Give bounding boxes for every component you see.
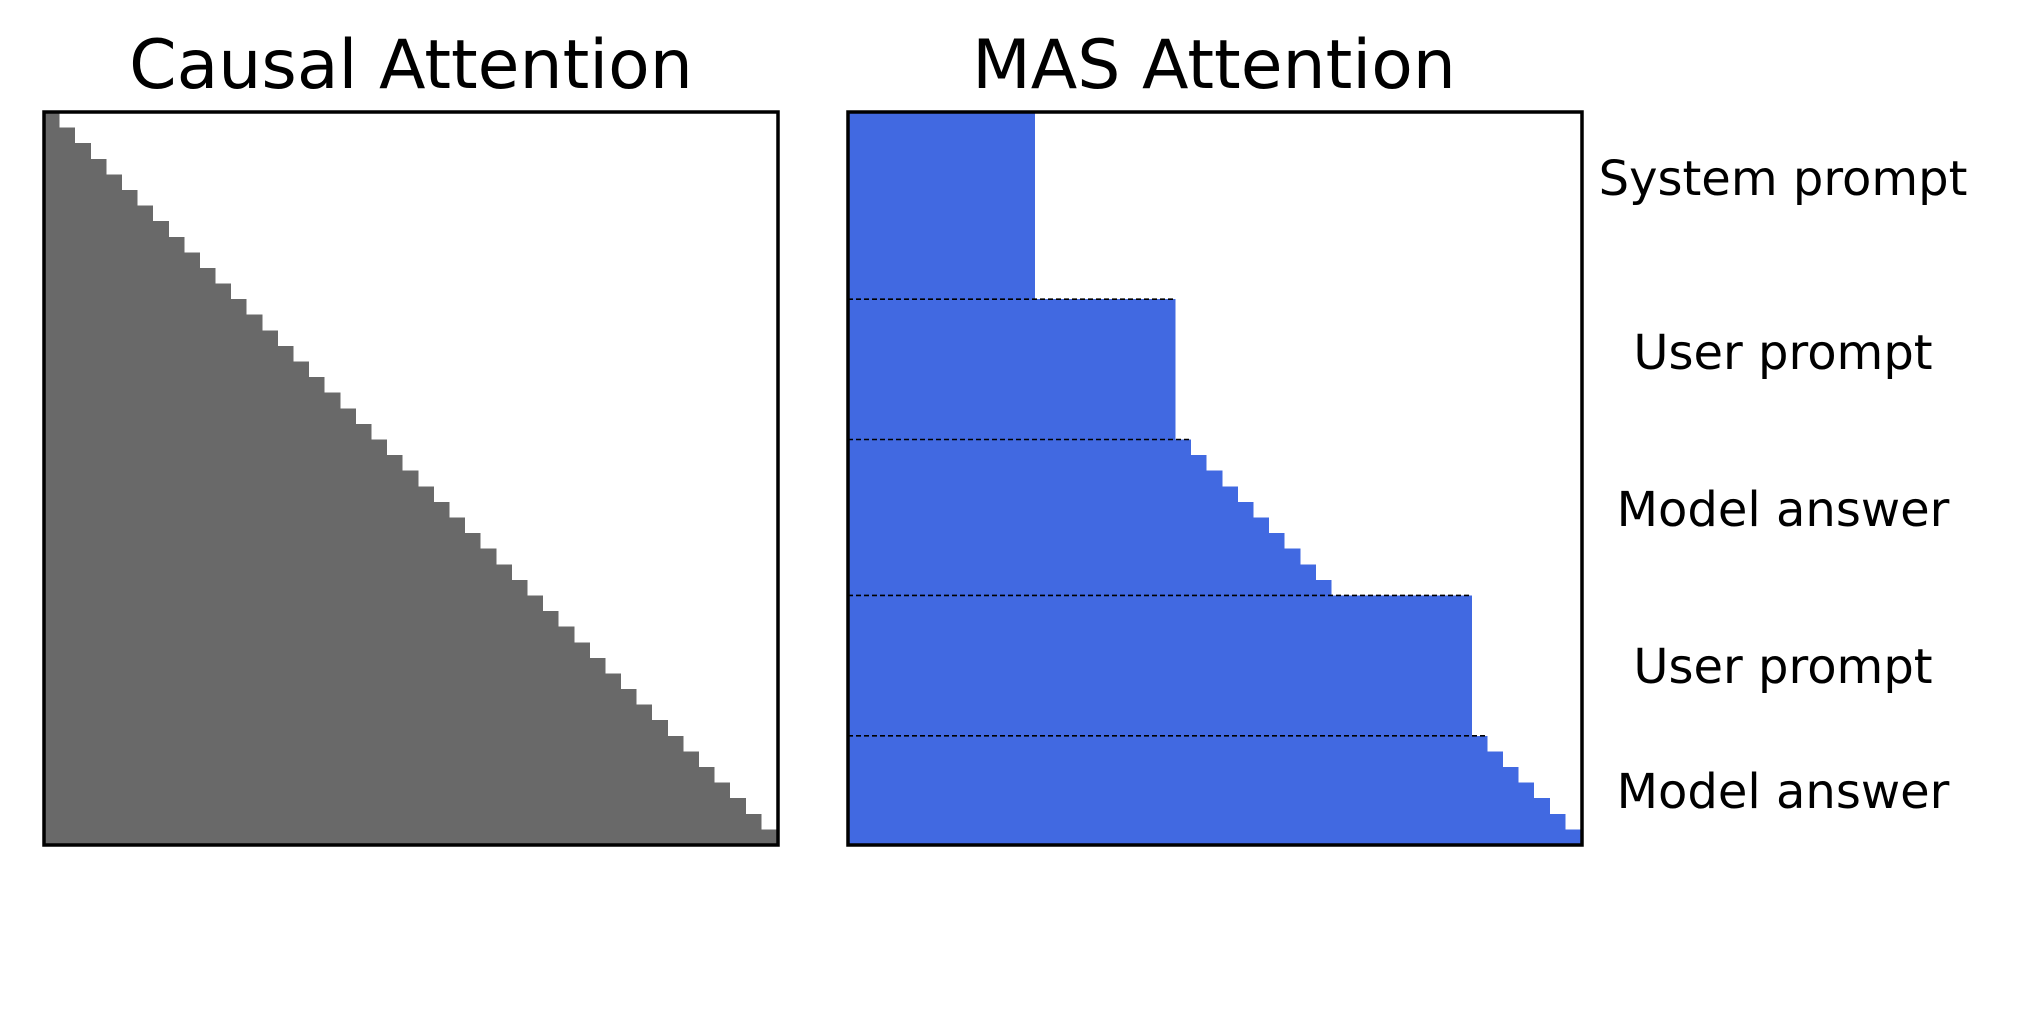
causal-fill (43, 112, 777, 845)
causal-frame (42, 110, 780, 847)
causal-mask (43, 112, 777, 845)
mas-fill (847, 112, 1581, 845)
causal-title: Causal Attention (129, 26, 693, 105)
segment-label: User prompt (1633, 325, 1932, 381)
mas-frame (846, 110, 1584, 847)
mas-mask (847, 112, 1581, 845)
segment-label: Model answer (1617, 482, 1950, 538)
segment-labels: System prompt User prompt Model answer User… (1599, 151, 1968, 820)
segment-label: System prompt (1599, 151, 1968, 207)
mas-title: MAS Attention (972, 26, 1456, 105)
segment-label: Model answer (1617, 764, 1950, 820)
segment-label: User prompt (1633, 639, 1932, 695)
